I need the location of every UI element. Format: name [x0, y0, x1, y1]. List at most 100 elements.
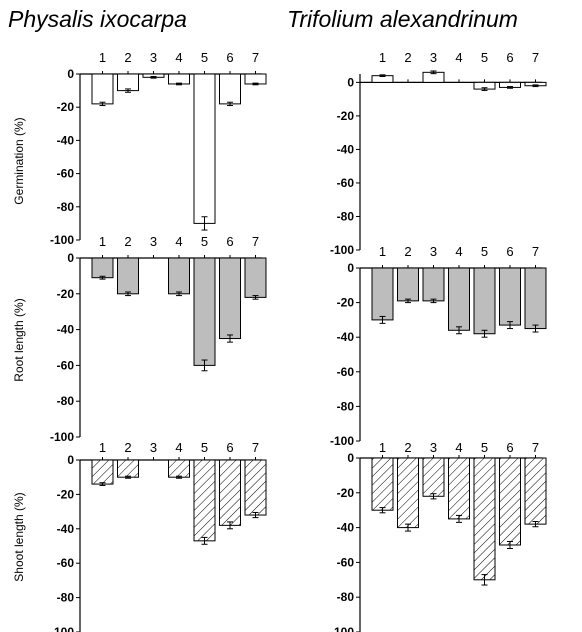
- bar: [117, 73, 139, 92]
- y-tick-label: 0: [347, 451, 354, 465]
- y-tick-label: -100: [330, 434, 354, 448]
- bar: [422, 457, 445, 497]
- y-tick-label: -100: [50, 233, 74, 247]
- bar: [91, 257, 114, 279]
- y-tick-label: -100: [50, 625, 74, 632]
- category-label: 4: [175, 234, 182, 249]
- bar: [219, 459, 241, 526]
- category-label: 6: [226, 440, 233, 455]
- bar: [397, 457, 419, 529]
- category-label: 7: [252, 50, 259, 65]
- bar: [219, 73, 241, 105]
- y-tick-label: 0: [67, 453, 74, 467]
- category-label: 7: [532, 440, 539, 455]
- y-tick-label: -40: [337, 521, 355, 535]
- bar: [371, 457, 394, 511]
- column-title-physalis: Physalis ixocarpa: [8, 6, 187, 32]
- category-label: 7: [532, 50, 539, 65]
- category-label: 2: [404, 50, 411, 65]
- panel-root-trifolium: 0 -20 -40 -60 -80 -100 1 2 3 4 5 6 7: [330, 244, 547, 448]
- category-label: 5: [481, 440, 488, 455]
- bar: [448, 267, 470, 331]
- panel-shoot-physalis: 0 -20 -40 -60 -80 -100 1 2 3 4 5 6 7: [50, 440, 267, 632]
- bar: [371, 267, 394, 321]
- category-label: 3: [430, 50, 437, 65]
- category-label: 3: [150, 440, 157, 455]
- y-tick-label: 0: [67, 67, 74, 81]
- bar: [499, 457, 521, 546]
- bar: [219, 257, 241, 340]
- category-label: 7: [252, 440, 259, 455]
- y-tick-label: -60: [337, 555, 355, 569]
- bar: [117, 257, 139, 295]
- y-tick-label: -80: [337, 209, 355, 223]
- y-tick-label: -60: [57, 556, 75, 570]
- category-label: 3: [150, 234, 157, 249]
- y-tick-label: -40: [57, 323, 75, 337]
- bar: [193, 459, 216, 542]
- y-tick-label: -20: [57, 487, 75, 501]
- category-label: 1: [379, 440, 386, 455]
- y-tick-label: -80: [57, 200, 75, 214]
- y-tick-label: -20: [337, 296, 355, 310]
- bar: [422, 267, 445, 302]
- category-label: 1: [379, 244, 386, 259]
- y-tick-label: -40: [337, 142, 355, 156]
- bar: [168, 459, 190, 478]
- bar: [244, 459, 267, 516]
- y-tick-label: -80: [57, 394, 75, 408]
- panel-germination-physalis: 0 -20 -40 -60 -80 -100 1 2 3 4 5 6 7: [50, 50, 267, 247]
- y-tick-label: -20: [337, 486, 355, 500]
- y-tick-label: -80: [337, 590, 355, 604]
- y-tick-label: -40: [57, 133, 75, 147]
- y-tick-label: -60: [57, 167, 75, 181]
- y-tick-label: -40: [57, 522, 75, 536]
- y-tick-label: -20: [57, 100, 75, 114]
- y-tick-label: 0: [347, 75, 354, 89]
- category-label: 7: [532, 244, 539, 259]
- category-label: 4: [455, 244, 462, 259]
- category-label: 6: [506, 440, 513, 455]
- bar: [499, 267, 521, 326]
- category-label: 7: [252, 234, 259, 249]
- y-tick-label: -20: [337, 109, 355, 123]
- y-tick-label: 0: [67, 251, 74, 265]
- panel-shoot-trifolium: 0 -20 -40 -60 -80 -100 1 2 3 4 5 6 7: [330, 440, 547, 632]
- category-label: 4: [455, 50, 462, 65]
- category-label: 1: [379, 50, 386, 65]
- y-tick-label: -80: [337, 399, 355, 413]
- category-label: 6: [226, 50, 233, 65]
- y-tick-label: -40: [337, 330, 355, 344]
- category-label: 2: [124, 440, 131, 455]
- category-label: 2: [124, 50, 131, 65]
- bar: [473, 457, 496, 581]
- category-label: 6: [506, 50, 513, 65]
- y-tick-label: -20: [57, 287, 75, 301]
- y-tick-label: -60: [337, 365, 355, 379]
- bar: [244, 257, 267, 298]
- bar: [524, 267, 547, 330]
- bar: [91, 459, 114, 485]
- category-label: 5: [201, 50, 208, 65]
- category-label: 3: [430, 440, 437, 455]
- category-label: 6: [506, 244, 513, 259]
- category-label: 5: [481, 244, 488, 259]
- bar: [397, 267, 419, 302]
- y-tick-label: -100: [50, 430, 74, 444]
- y-tick-label: -100: [330, 625, 354, 632]
- bar: [193, 257, 216, 366]
- y-tick-label: -60: [337, 176, 355, 190]
- bar: [168, 257, 190, 295]
- y-tick-label: -60: [57, 358, 75, 372]
- category-label: 1: [99, 234, 106, 249]
- category-label: 1: [99, 50, 106, 65]
- bar: [524, 457, 547, 525]
- bar: [117, 459, 139, 478]
- category-label: 6: [226, 234, 233, 249]
- bar: [193, 73, 216, 224]
- category-label: 3: [150, 50, 157, 65]
- y-tick-label: 0: [347, 261, 354, 275]
- bar: [473, 267, 496, 335]
- category-label: 2: [404, 440, 411, 455]
